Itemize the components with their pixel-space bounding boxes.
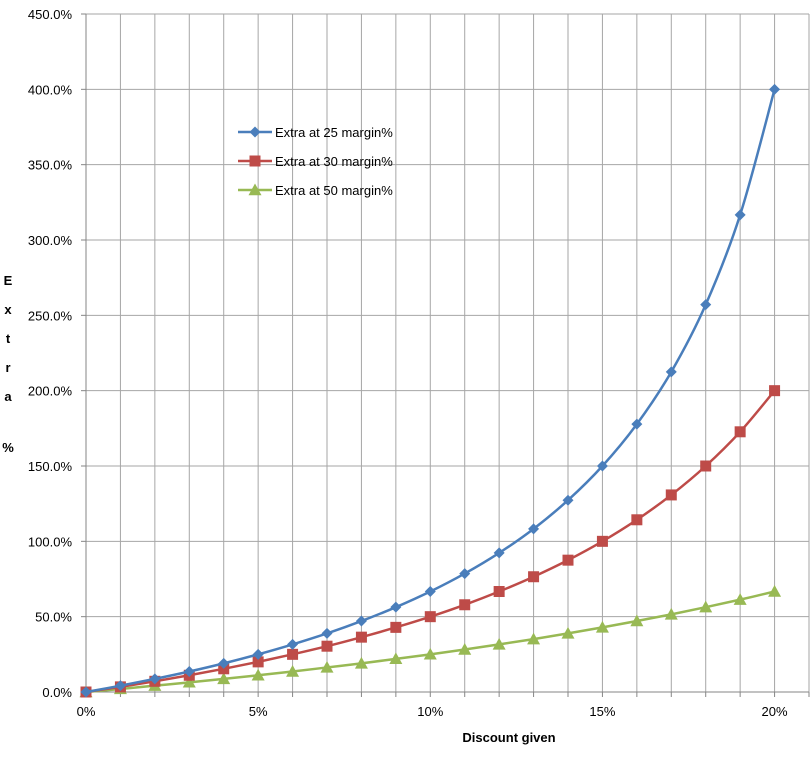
data-point-diamond	[700, 299, 712, 311]
legend-label: Extra at 25 margin%	[275, 125, 393, 140]
data-point-triangle	[768, 585, 782, 597]
y-tick-label: 400.0%	[28, 82, 73, 97]
data-point-diamond	[769, 83, 781, 95]
data-point-diamond	[287, 638, 299, 650]
data-point-triangle	[354, 656, 368, 669]
data-point-diamond	[631, 418, 643, 430]
data-point-square	[769, 385, 781, 397]
data-point-diamond	[734, 209, 746, 221]
y-tick-label: 200.0%	[28, 384, 73, 399]
y-tick-label: 450.0%	[28, 7, 73, 22]
series-diamond	[80, 83, 781, 698]
legend-marker-square	[249, 155, 261, 167]
data-point-diamond	[80, 686, 92, 698]
data-point-square	[665, 489, 677, 501]
data-point-triangle	[595, 620, 609, 633]
legend-label: Extra at 30 margin%	[275, 154, 393, 169]
data-point-square	[390, 621, 402, 633]
y-tick-label: 250.0%	[28, 308, 73, 323]
data-point-square	[252, 656, 264, 668]
data-point-square	[321, 640, 333, 652]
x-tick-label: 0%	[77, 704, 96, 719]
y-axis-title: Extra%	[2, 273, 14, 455]
data-point-square	[424, 611, 436, 623]
data-point-diamond	[459, 568, 471, 580]
y-axis-title-char: E	[4, 273, 13, 288]
data-point-diamond	[562, 494, 574, 506]
data-point-triangle	[182, 675, 196, 688]
axes	[81, 13, 810, 697]
y-axis-title-char: %	[2, 440, 14, 455]
data-point-diamond	[183, 666, 195, 678]
y-tick-label: 100.0%	[28, 534, 73, 549]
data-point-triangle	[251, 668, 265, 681]
data-point-triangle	[423, 647, 437, 660]
data-point-square	[287, 648, 299, 660]
x-tick-label: 20%	[762, 704, 788, 719]
data-point-diamond	[424, 586, 436, 598]
data-point-triangle	[664, 607, 678, 620]
y-tick-label: 350.0%	[28, 158, 73, 173]
legend: Extra at 25 margin% Extra at 30 margin% Ex…	[238, 125, 393, 198]
data-point-diamond	[149, 673, 161, 685]
data-point-square	[528, 571, 540, 583]
data-point-triangle	[699, 600, 713, 613]
data-point-diamond	[493, 547, 505, 559]
data-point-triangle	[389, 652, 403, 665]
legend-marker-triangle	[248, 183, 262, 196]
x-axis-title: Discount given	[462, 730, 555, 745]
data-point-square	[700, 460, 712, 472]
y-axis-title-char: x	[4, 302, 12, 317]
data-point-diamond	[390, 601, 402, 613]
y-axis-title-char: r	[5, 360, 10, 375]
y-tick-label: 50.0%	[35, 610, 72, 625]
legend-item: Extra at 30 margin%	[238, 154, 393, 169]
data-point-triangle	[492, 637, 506, 650]
data-point-square	[734, 426, 746, 438]
data-point-square	[596, 535, 608, 547]
y-tick-label: 150.0%	[28, 459, 73, 474]
y-axis-title-char: t	[6, 331, 11, 346]
tick-labels: 0.0% 50.0% 100.0% 150.0% 200.0% 250.0% 300.0% 3…	[28, 7, 788, 719]
data-point-triangle	[320, 660, 334, 673]
data-point-triangle	[458, 643, 472, 655]
x-tick-label: 10%	[417, 704, 443, 719]
data-point-diamond	[218, 657, 230, 669]
data-point-triangle	[217, 672, 231, 685]
series-triangle	[79, 585, 782, 698]
x-tick-label: 5%	[249, 704, 268, 719]
legend-item: Extra at 50 margin%	[238, 183, 393, 198]
data-point-square	[459, 599, 471, 611]
data-point-triangle	[733, 593, 747, 605]
data-point-diamond	[114, 680, 126, 692]
x-tick-label: 15%	[589, 704, 615, 719]
series-line	[85, 89, 776, 694]
data-point-triangle	[286, 665, 300, 677]
legend-item: Extra at 25 margin%	[238, 125, 393, 140]
y-tick-label: 300.0%	[28, 233, 73, 248]
data-point-triangle	[630, 614, 644, 627]
data-point-triangle	[527, 632, 541, 645]
legend-label: Extra at 50 margin%	[275, 183, 393, 198]
data-point-diamond	[596, 460, 608, 472]
data-point-triangle	[561, 626, 575, 639]
data-point-diamond	[665, 366, 677, 378]
data-point-diamond	[355, 615, 367, 627]
y-tick-label: 0.0%	[42, 685, 72, 700]
grid	[85, 13, 810, 693]
series-layer	[79, 83, 782, 698]
data-point-square	[562, 554, 574, 566]
data-point-diamond	[321, 627, 333, 639]
data-point-square	[493, 586, 505, 598]
data-point-diamond	[252, 648, 264, 660]
data-point-square	[355, 631, 367, 643]
data-point-square	[631, 514, 643, 526]
y-axis-title-char: a	[4, 389, 12, 404]
legend-marker-diamond	[249, 126, 261, 138]
data-point-diamond	[528, 523, 540, 535]
